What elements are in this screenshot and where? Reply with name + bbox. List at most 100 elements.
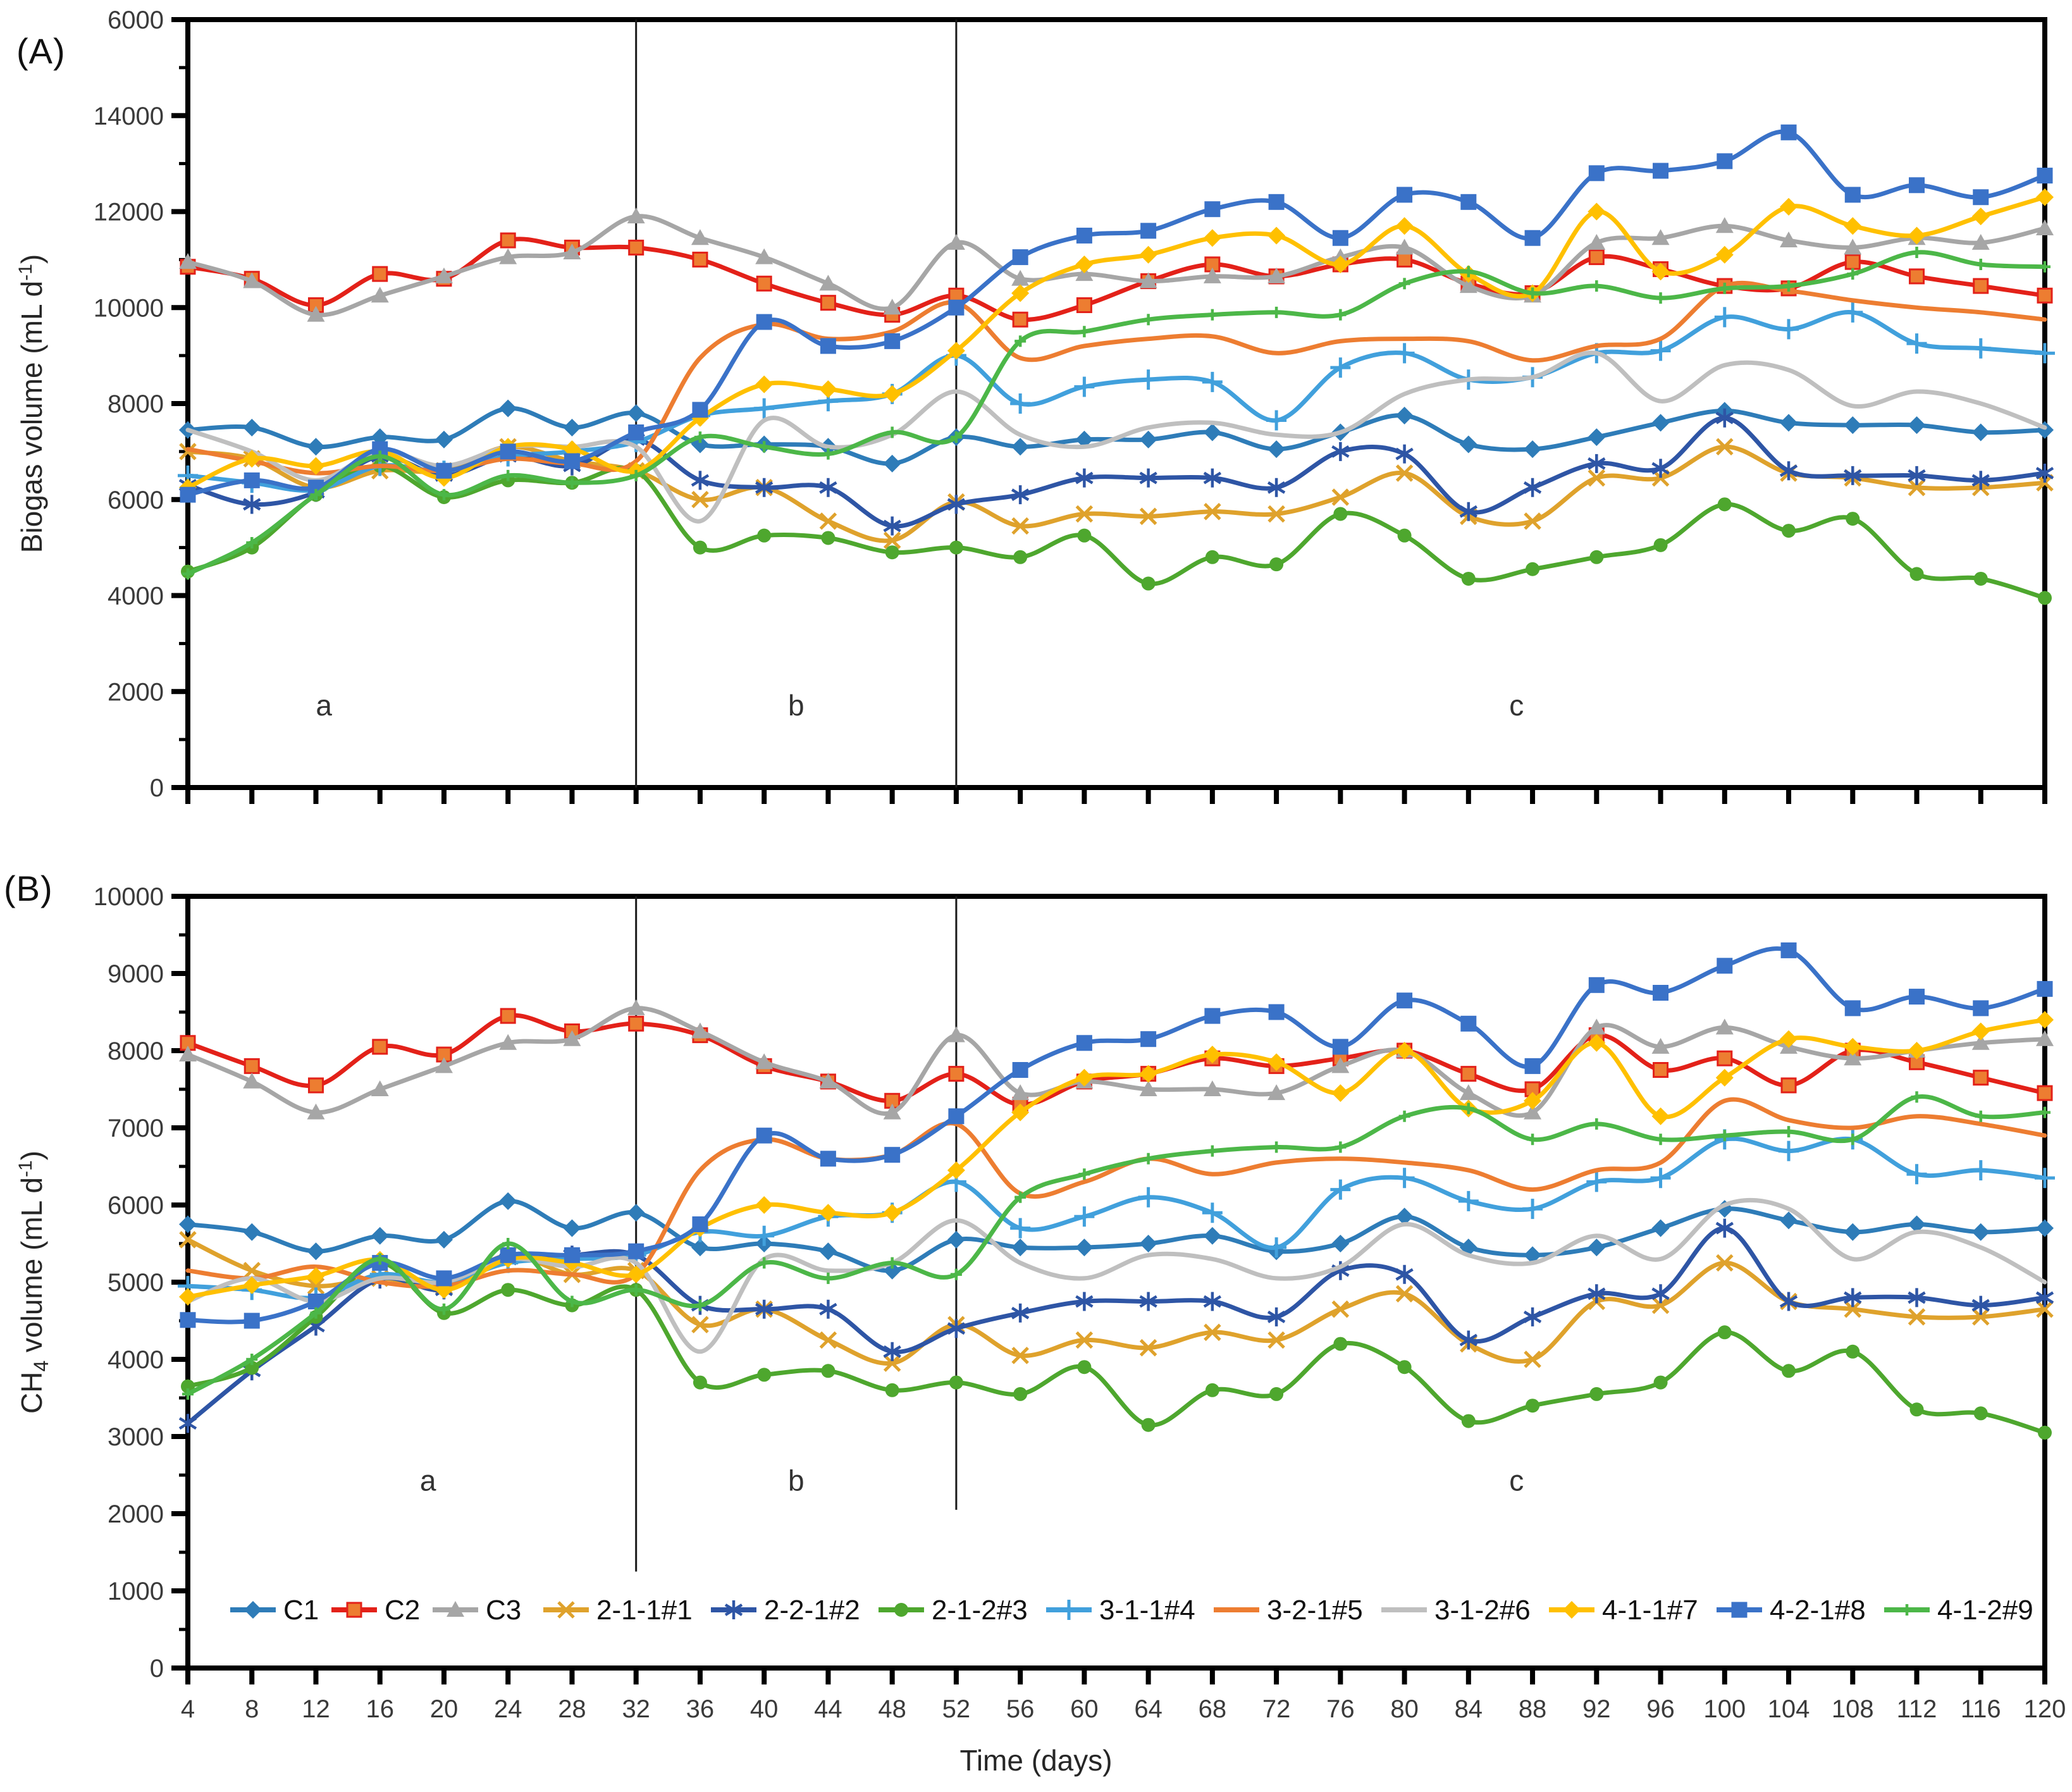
marker-asterisk	[1203, 1292, 1222, 1311]
marker-asterisk	[1331, 442, 1350, 461]
marker-triangle	[1588, 1018, 1606, 1035]
marker-plus-small	[1591, 1118, 1603, 1130]
legend-item-4-2-1#8: 4-2-1#8	[1717, 1595, 1866, 1626]
marker-square	[1717, 1050, 1733, 1066]
marker-plus-small	[1847, 1134, 1859, 1146]
marker-square	[372, 1039, 388, 1055]
marker-plus	[2035, 1168, 2055, 1189]
marker-triangle	[1715, 1018, 1734, 1035]
marker-asterisk	[1459, 1330, 1478, 1350]
marker-asterisk	[1139, 1292, 1157, 1311]
marker-diamond	[435, 430, 453, 448]
marker-plus-small	[630, 1284, 642, 1296]
marker-triangle	[1139, 272, 1157, 288]
legend-label: 2-2-1#2	[764, 1595, 860, 1626]
marker-x	[1716, 1254, 1734, 1272]
marker-circle	[1269, 557, 1284, 572]
panel-b-chart: 0 1000 2000 3000 4000 5000 6000 7000 8000 9000 100…	[15, 883, 2066, 1723]
marker-triangle	[179, 253, 197, 269]
marker-plus-small	[1847, 268, 1859, 280]
marker-triangle	[435, 1057, 453, 1073]
marker-asterisk	[1715, 1218, 1734, 1238]
marker-diamond	[243, 418, 261, 436]
y-tick-label: 8000	[108, 1037, 164, 1065]
marker-triangle	[1715, 217, 1734, 233]
marker-diamond	[1588, 1239, 1606, 1257]
marker-square	[1268, 194, 1285, 210]
panel-b-label: (B)	[4, 868, 53, 908]
marker-diamond	[819, 1242, 837, 1261]
marker-plus	[1202, 1202, 1223, 1223]
marker-diamond	[1588, 428, 1606, 447]
marker-circle	[1397, 528, 1412, 543]
marker-triangle	[447, 1601, 464, 1617]
marker-square	[756, 1127, 772, 1144]
legend-label: 4-1-1#7	[1602, 1595, 1698, 1626]
marker-diamond	[1203, 229, 1221, 247]
marker-x	[1651, 1296, 1670, 1314]
marker-diamond	[1524, 1246, 1542, 1264]
marker-diamond	[883, 385, 901, 403]
y-tick-label: 1000	[108, 1578, 164, 1605]
marker-square	[2037, 980, 2053, 997]
marker-triangle	[755, 1053, 774, 1070]
marker-square	[1012, 249, 1028, 266]
marker-circle	[693, 540, 707, 555]
marker-circle	[1013, 550, 1028, 564]
y-tick-label: 5000	[108, 1269, 164, 1297]
marker-x	[1139, 1338, 1157, 1357]
marker-diamond	[1331, 1084, 1350, 1103]
series-C1	[179, 1192, 2054, 1280]
x-tick-label: 60	[1070, 1695, 1099, 1723]
marker-asterisk	[2035, 464, 2054, 483]
marker-x	[1331, 488, 1350, 506]
marker-plus	[1586, 1171, 1607, 1192]
marker-square	[1973, 189, 1989, 206]
marker-diamond	[179, 1215, 197, 1233]
x-tick-label: 64	[1134, 1695, 1162, 1723]
marker-square	[436, 1270, 452, 1287]
marker-x	[1588, 469, 1606, 487]
marker-diamond	[1971, 207, 1990, 226]
marker-diamond	[1139, 1065, 1157, 1083]
marker-asterisk	[755, 1299, 774, 1319]
phase-label-b: b	[788, 689, 805, 722]
marker-square	[1076, 227, 1092, 244]
marker-plus	[1906, 1164, 1927, 1185]
marker-plus-small	[1206, 309, 1218, 321]
y-tick-label: 4000	[108, 1346, 164, 1374]
marker-square	[756, 275, 772, 292]
phase-label-b: b	[788, 1464, 805, 1497]
marker-x	[1075, 1331, 1094, 1349]
marker-triangle	[883, 299, 901, 315]
marker-circle	[757, 1368, 772, 1382]
marker-plus	[1138, 369, 1159, 390]
marker-square	[1717, 958, 1733, 974]
marker-circle	[693, 1375, 707, 1390]
marker-diamond	[1971, 423, 1990, 442]
marker-triangle	[243, 1072, 261, 1089]
marker-plus-small	[694, 431, 706, 443]
marker-plus-small	[2039, 261, 2050, 273]
marker-plus-small	[1335, 309, 1347, 321]
marker-plus-small	[822, 1272, 834, 1284]
marker-triangle	[1971, 1034, 1990, 1050]
marker-asterisk	[1651, 1284, 1670, 1304]
marker-circle	[1909, 567, 1924, 581]
legend-label: 3-1-1#4	[1099, 1595, 1195, 1626]
marker-diamond	[1844, 1223, 1862, 1241]
marker-asterisk	[819, 478, 837, 497]
marker-triangle	[1459, 1084, 1477, 1101]
marker-square	[1973, 1070, 1989, 1086]
x-tick-label: 104	[1768, 1695, 1810, 1723]
marker-asterisk	[1075, 1292, 1094, 1311]
phase-label-a: a	[316, 689, 332, 722]
series-4-1-1#7	[179, 1011, 2054, 1306]
series-2-1-2#3	[181, 1256, 2052, 1440]
marker-square	[1332, 230, 1348, 246]
y-tick-label: 2000	[108, 678, 164, 706]
marker-square	[1653, 985, 1669, 1001]
marker-plus-small	[1462, 1103, 1474, 1115]
marker-diamond	[1563, 1601, 1581, 1619]
marker-triangle	[947, 1026, 965, 1042]
